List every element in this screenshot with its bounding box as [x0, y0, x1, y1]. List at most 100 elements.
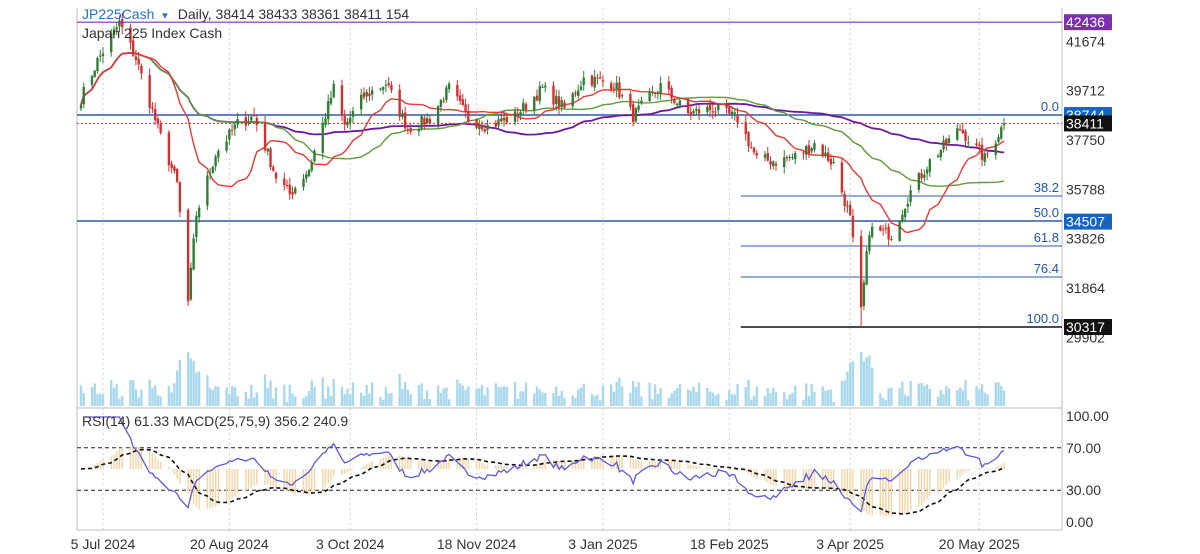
- volume-bar: [1002, 390, 1006, 406]
- candle-body: [695, 109, 698, 111]
- candle-body: [708, 104, 712, 111]
- volume-bar: [862, 361, 866, 406]
- candle-body: [744, 122, 747, 135]
- volume-bar: [827, 389, 830, 406]
- candle-body: [513, 111, 517, 122]
- fib-label-76.4: 76.4: [1034, 261, 1059, 276]
- volume-bar: [936, 396, 940, 406]
- price-tag-label: 30317: [1066, 319, 1105, 335]
- volume-bar: [381, 400, 385, 406]
- candle-body: [881, 229, 885, 231]
- candle-body: [634, 108, 638, 122]
- volume-bar: [648, 382, 651, 406]
- candle-body: [535, 95, 539, 101]
- candle-body: [599, 77, 602, 79]
- date-tick-label: 18 Nov 2024: [437, 536, 517, 552]
- candle-body: [524, 104, 528, 110]
- date-tick-label: 5 Jul 2024: [71, 536, 136, 552]
- candle-body: [928, 159, 932, 172]
- candle-body: [368, 93, 371, 97]
- volume-bar: [832, 401, 835, 406]
- volume-bar: [807, 395, 811, 406]
- candle-body: [947, 138, 951, 143]
- indicator-pane: RSI(14) 61.33 MACD(25,75,9) 356.2 240.9: [77, 413, 1062, 517]
- candle-body: [609, 83, 613, 89]
- candle-body: [958, 129, 962, 131]
- candle-body: [967, 142, 970, 144]
- candle-body: [656, 92, 660, 94]
- candle-body: [313, 150, 316, 162]
- volume-bar: [634, 387, 638, 406]
- candle-body: [579, 86, 583, 90]
- candle-body: [436, 106, 440, 125]
- volume-bar: [601, 385, 605, 406]
- volume-bar: [881, 398, 885, 406]
- candle-body: [956, 128, 959, 140]
- volume-bar: [269, 380, 272, 406]
- volume-bar: [925, 384, 929, 406]
- candle-body: [365, 91, 368, 97]
- volume-bar: [747, 379, 750, 406]
- candle-body: [132, 40, 135, 56]
- volume-bar: [898, 388, 901, 406]
- ma-slow-line: [80, 51, 1005, 154]
- volume-bar: [848, 362, 852, 406]
- candle-body: [409, 127, 412, 132]
- candle-body: [360, 94, 363, 110]
- candle-body: [615, 82, 618, 90]
- candle-body: [516, 113, 519, 117]
- volume-bar: [964, 380, 967, 406]
- candle-body: [461, 99, 465, 105]
- candle-body: [96, 57, 99, 72]
- candle-body: [349, 117, 352, 123]
- price-tag-box: [1064, 115, 1112, 132]
- candle-body: [936, 155, 940, 158]
- volume-bar: [1000, 385, 1003, 406]
- volume-bar: [349, 394, 352, 406]
- price-tag-label: 34507: [1066, 214, 1105, 230]
- volume-bar: [618, 377, 621, 406]
- volume-bar: [686, 389, 690, 406]
- candle-body: [401, 113, 404, 118]
- axes: 41674397123775035788338263186429902100.0…: [71, 33, 1109, 552]
- fib-label-38.2: 38.2: [1034, 180, 1059, 195]
- candle-body: [343, 116, 346, 125]
- volume-bar: [346, 388, 349, 406]
- price-tick-label: 35788: [1066, 181, 1105, 197]
- volume-bar: [398, 373, 401, 406]
- symbol-dropdown-icon[interactable]: ▾: [162, 10, 168, 22]
- chart-header: JP225Cash ▾ Daily, 38414 38433 38361 384…: [82, 6, 409, 41]
- candle-body: [101, 53, 105, 56]
- candle-body: [785, 156, 789, 159]
- candle-body: [269, 148, 272, 168]
- candle-body: [159, 123, 162, 133]
- volume-bar: [538, 389, 541, 406]
- volume-bars: [79, 352, 1006, 406]
- candle-body: [307, 169, 311, 176]
- candle-body: [574, 92, 577, 95]
- volume-bar: [711, 392, 715, 406]
- volume-bar: [555, 386, 558, 406]
- volume-bar: [579, 387, 583, 406]
- volume-bar: [156, 395, 160, 406]
- candle-body: [90, 76, 94, 85]
- candle-body: [291, 191, 294, 195]
- volume-bar: [313, 386, 316, 406]
- symbol-link[interactable]: JP225Cash: [82, 6, 154, 22]
- volume-bar: [195, 372, 198, 406]
- volume-bar: [887, 388, 890, 406]
- candle-body: [398, 89, 401, 117]
- candle-body: [673, 98, 676, 104]
- volume-bar: [486, 387, 489, 406]
- volume-bar: [409, 394, 412, 406]
- volume-bar: [794, 385, 797, 406]
- candle-body: [667, 81, 671, 90]
- volume-bar: [533, 393, 536, 406]
- volume-bar: [997, 382, 1000, 406]
- volume-bar: [695, 392, 698, 406]
- volume-bar: [590, 393, 594, 406]
- candle-body: [961, 129, 964, 134]
- volume-bar: [673, 390, 676, 406]
- candle-body: [346, 121, 349, 126]
